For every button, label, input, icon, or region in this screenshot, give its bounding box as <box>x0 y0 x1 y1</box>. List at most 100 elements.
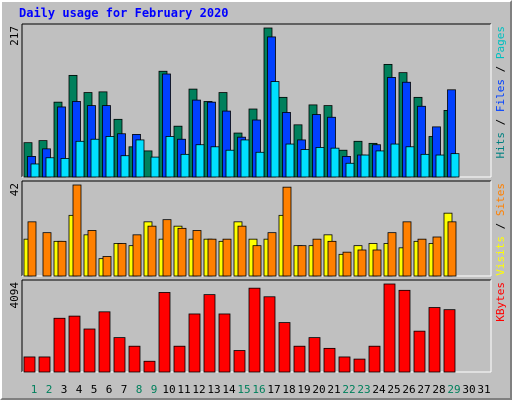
bar-sites-day-22 <box>342 251 352 277</box>
series-label-sites: Sites <box>494 183 507 216</box>
x-tick-label-day-7: 7 <box>121 383 128 396</box>
bar-sites-day-21 <box>327 240 337 277</box>
bar-kbytes-day-8 <box>128 345 141 373</box>
bar-kbytes-day-4 <box>68 315 81 373</box>
bar-sites-day-16 <box>252 245 262 277</box>
bar-sites-day-15 <box>237 225 247 277</box>
x-tick-label-day-8: 8 <box>136 383 143 396</box>
series-label-visits: Visits <box>494 236 507 276</box>
bar-sites-day-8 <box>132 234 142 277</box>
bar-sites-day-12 <box>192 230 202 277</box>
series-labels-kbytes: KBytes <box>494 282 507 322</box>
bar-kbytes-day-16 <box>248 287 261 373</box>
bar-sites-day-20 <box>312 238 322 277</box>
bar-pages-day-16 <box>255 151 265 178</box>
bar-kbytes-day-20 <box>308 337 321 373</box>
bar-pages-day-1 <box>30 163 40 178</box>
bar-sites-day-5 <box>87 230 97 277</box>
x-tick-label-day-16: 16 <box>252 383 265 396</box>
bar-pages-day-26 <box>405 146 415 178</box>
bar-kbytes-day-6 <box>98 311 111 373</box>
bar-kbytes-day-23 <box>353 358 366 373</box>
x-tick-label-day-4: 4 <box>76 383 83 396</box>
series-label-files: Files <box>494 79 507 112</box>
bar-kbytes-day-14 <box>218 313 231 373</box>
series-labels-visits_sites: Visits / Sites <box>494 183 507 276</box>
x-tick-label-day-5: 5 <box>91 383 98 396</box>
bar-pages-day-21 <box>330 147 340 178</box>
x-tick-label-day-2: 2 <box>46 383 53 396</box>
bar-sites-day-26 <box>402 221 412 277</box>
bar-sites-day-9 <box>147 225 157 277</box>
bar-pages-day-6 <box>105 136 115 178</box>
bar-sites-day-23 <box>357 249 367 277</box>
bar-sites-day-17 <box>267 232 277 277</box>
bar-kbytes-day-18 <box>278 322 291 373</box>
bar-pages-day-29 <box>450 153 460 178</box>
bar-kbytes-day-27 <box>413 330 426 373</box>
bar-kbytes-day-5 <box>83 328 96 373</box>
bar-sites-day-28 <box>432 236 442 277</box>
x-tick-label-day-3: 3 <box>61 383 68 396</box>
x-tick-label-day-28: 28 <box>432 383 445 396</box>
bar-pages-day-3 <box>60 158 70 178</box>
x-tick-label-day-21: 21 <box>327 383 340 396</box>
label-separator: / <box>494 59 507 79</box>
bar-pages-day-13 <box>210 146 220 178</box>
x-tick-label-day-15: 15 <box>237 383 250 396</box>
bar-kbytes-day-21 <box>323 347 336 373</box>
bar-kbytes-day-17 <box>263 296 276 373</box>
bar-kbytes-day-9 <box>143 360 156 373</box>
bar-pages-day-11 <box>180 153 190 178</box>
bar-pages-day-2 <box>45 157 55 178</box>
bar-sites-day-6 <box>102 256 112 277</box>
bar-kbytes-day-1 <box>23 356 36 373</box>
bar-kbytes-day-7 <box>113 337 126 373</box>
bar-kbytes-day-11 <box>173 345 186 373</box>
bar-sites-day-25 <box>387 232 397 277</box>
label-separator: / <box>494 112 507 132</box>
bar-sites-day-18 <box>282 186 292 277</box>
bar-kbytes-day-10 <box>158 292 171 373</box>
ymax-label-visits_sites: 42 <box>8 183 21 196</box>
bar-kbytes-day-29 <box>443 309 456 373</box>
bar-pages-day-18 <box>285 143 295 178</box>
bar-sites-day-3 <box>57 240 67 277</box>
bar-pages-day-22 <box>345 162 355 178</box>
bar-pages-day-20 <box>315 147 325 178</box>
bar-kbytes-day-3 <box>53 317 66 373</box>
series-label-hits: Hits <box>494 132 507 159</box>
x-tick-label-day-11: 11 <box>177 383 190 396</box>
bar-pages-day-23 <box>360 154 370 178</box>
x-tick-label-day-13: 13 <box>207 383 220 396</box>
bar-kbytes-day-22 <box>338 356 351 373</box>
x-tick-label-day-23: 23 <box>357 383 370 396</box>
x-tick-label-day-17: 17 <box>267 383 280 396</box>
bar-pages-day-8 <box>135 139 145 178</box>
bar-pages-day-7 <box>120 155 130 178</box>
bar-pages-day-24 <box>375 150 385 178</box>
bar-pages-day-17 <box>270 81 280 178</box>
bar-sites-day-10 <box>162 219 172 277</box>
bar-pages-day-10 <box>165 136 175 178</box>
bar-sites-day-11 <box>177 227 187 277</box>
bar-sites-day-29 <box>447 221 457 277</box>
bar-sites-day-27 <box>417 238 427 277</box>
x-tick-label-day-25: 25 <box>387 383 400 396</box>
x-tick-label-day-9: 9 <box>151 383 158 396</box>
bar-kbytes-day-13 <box>203 294 216 373</box>
bar-pages-day-25 <box>390 143 400 178</box>
bar-kbytes-day-28 <box>428 307 441 373</box>
x-tick-label-day-19: 19 <box>297 383 310 396</box>
x-tick-label-day-20: 20 <box>312 383 325 396</box>
x-tick-label-day-31: 31 <box>477 383 490 396</box>
bar-sites-day-7 <box>117 243 127 277</box>
x-tick-label-day-29: 29 <box>447 383 460 396</box>
ymax-label-kbytes: 4094 <box>8 282 21 309</box>
x-tick-label-day-30: 30 <box>462 383 475 396</box>
label-separator: / <box>494 216 507 236</box>
bar-pages-day-12 <box>195 144 205 178</box>
series-label-pages: Pages <box>494 26 507 59</box>
bar-kbytes-day-12 <box>188 313 201 373</box>
